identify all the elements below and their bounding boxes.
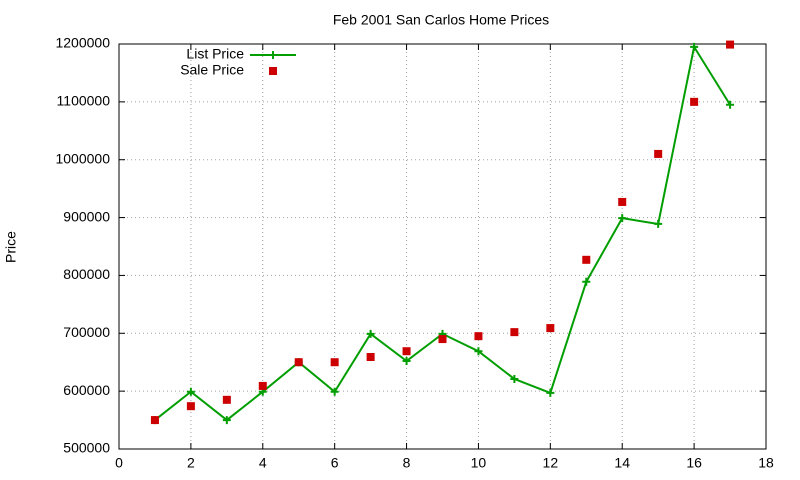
point-marker [582,277,591,286]
y-tick-label: 600000 [63,382,110,398]
y-axis-label: Price [3,231,19,263]
point-marker [366,329,375,338]
point-marker [402,357,411,366]
point-marker [654,219,663,228]
point-marker [546,388,555,397]
point-marker [402,347,411,356]
point-marker [438,335,447,344]
x-tick-label: 10 [471,455,487,471]
point-marker [474,347,483,356]
y-tick-label: 1000000 [55,150,110,166]
x-tick-label: 4 [259,455,267,471]
legend-label: Sale Price [180,62,244,78]
point-marker [582,255,591,264]
y-tick-label: 500000 [63,440,110,456]
series-line [154,44,731,422]
point-marker [546,324,555,333]
point-marker [726,100,735,109]
point-marker [150,416,159,425]
point-marker [186,402,195,411]
chart-title: Feb 2001 San Carlos Home Prices [333,12,549,28]
point-marker [258,381,267,390]
point-marker [618,197,627,206]
point-marker [726,40,735,49]
x-tick-label: 0 [115,455,123,471]
point-marker [330,358,339,367]
legend-marker [269,51,277,59]
x-tick-label: 8 [403,455,411,471]
x-tick-label: 6 [331,455,339,471]
y-tick-label: 1200000 [55,35,110,51]
legend-label: List Price [186,46,244,62]
point-marker [510,374,519,383]
point-marker [474,332,483,341]
point-marker [690,97,699,106]
x-tick-label: 14 [614,455,630,471]
x-tick-label: 16 [686,455,702,471]
point-marker [690,42,699,51]
point-marker [330,387,339,396]
y-tick-label: 800000 [63,266,110,282]
point-marker [222,416,231,425]
legend-marker [269,67,277,75]
point-marker [222,395,231,404]
point-marker [294,358,303,367]
y-tick-label: 700000 [63,324,110,340]
point-marker [366,353,375,362]
point-marker [510,328,519,337]
x-tick-label: 18 [758,455,774,471]
point-marker [186,387,195,396]
x-tick-label: 12 [543,455,559,471]
plot-border [118,43,767,450]
point-marker [654,149,663,158]
y-tick-label: 1100000 [57,93,111,109]
x-tick-label: 2 [187,455,195,471]
point-marker [618,214,627,223]
y-tick-label: 900000 [63,208,110,224]
